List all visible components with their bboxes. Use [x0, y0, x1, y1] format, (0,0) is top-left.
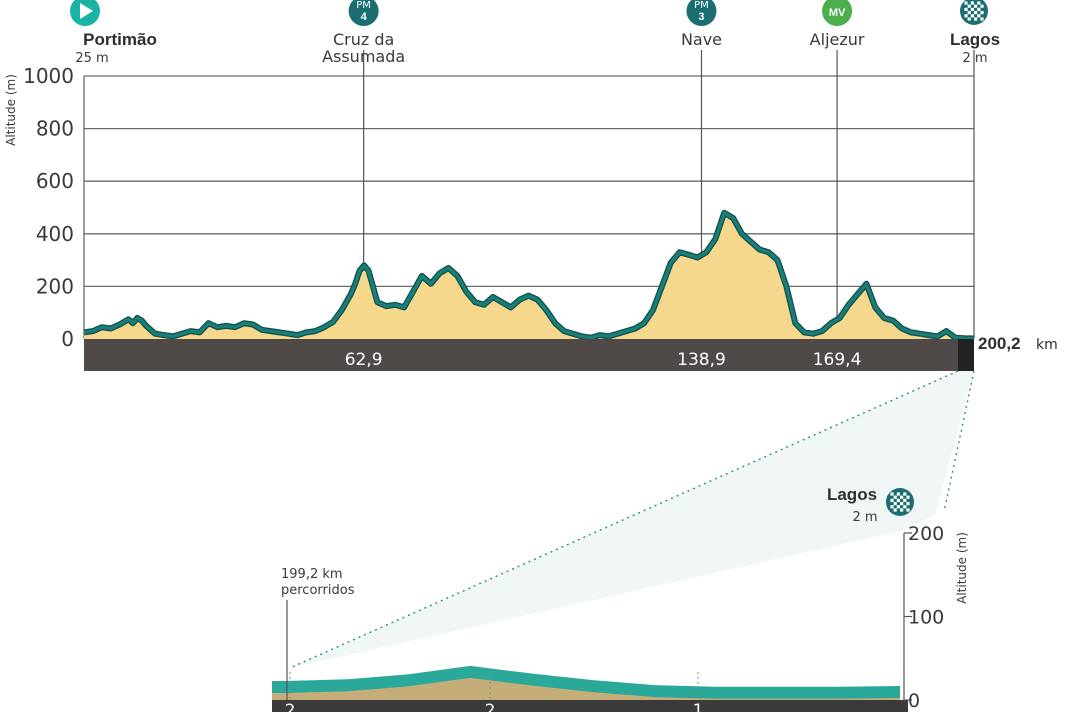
y-tick-label: 0	[61, 327, 74, 351]
checker-square	[964, 14, 968, 18]
checker-square	[977, 1, 981, 5]
inset-y-tick-label: 200	[908, 523, 944, 545]
checkered-flag-icon	[886, 488, 914, 516]
inset-y-tick-label: 0	[908, 690, 920, 712]
waypoint: Lagos 2 m	[950, 0, 1000, 66]
y-tick-label: 1000	[23, 64, 74, 88]
inset-km-label: 2	[285, 701, 296, 712]
inset-start-note: 199,2 km	[281, 567, 343, 582]
checker-square	[903, 505, 907, 509]
checker-square	[970, 1, 974, 5]
checker-square	[906, 508, 910, 512]
inset-y-tick-label: 100	[908, 607, 944, 629]
distance-label: 62,9	[345, 350, 383, 370]
waypoint: PM3 Nave	[681, 0, 722, 49]
checker-square	[967, 4, 971, 8]
elevation-line	[83, 211, 975, 341]
checker-square	[900, 495, 904, 499]
checker-square	[974, 17, 978, 21]
badge-type: PM	[694, 0, 709, 11]
y-axis-title: Altitude (m)	[4, 74, 18, 146]
checker-square	[977, 7, 981, 11]
checker-square	[974, 4, 978, 8]
waypoint-altitude: 25 m	[75, 51, 108, 66]
waypoint: MV Aljezur	[810, 0, 865, 49]
inset-y-axis-title: Altitude (m)	[955, 532, 969, 604]
y-tick-label: 400	[36, 222, 74, 246]
y-axis: 0 200 400 600 800 1000	[23, 64, 85, 351]
waypoint-name-line2: Assumada	[322, 47, 405, 66]
checkered-flag-icon	[960, 0, 988, 25]
waypoint-name: Cruz da	[333, 30, 394, 49]
distance-bar: 62,9 138,9 169,4 200,2 km	[84, 334, 1058, 371]
final-km-segment	[958, 339, 974, 371]
checker-square	[900, 502, 904, 506]
finish-distance: 200,2	[978, 334, 1021, 353]
checker-square	[900, 508, 904, 512]
climb-badge	[348, 0, 379, 26]
badge-category: 4	[361, 11, 368, 23]
elevation-profile	[83, 209, 975, 342]
checker-square	[967, 11, 971, 15]
play-icon	[80, 3, 93, 19]
checker-square	[980, 11, 984, 15]
checker-square	[977, 14, 981, 18]
checker-square	[896, 492, 900, 496]
checker-square	[893, 495, 897, 499]
checker-square	[964, 7, 968, 11]
checker-square	[896, 498, 900, 502]
checker-square	[893, 508, 897, 512]
checker-square	[974, 11, 978, 15]
inset-finish-altitude: 2 m	[852, 510, 877, 525]
checker-square	[890, 492, 894, 496]
checker-square	[970, 14, 974, 18]
y-tick-label: 800	[36, 117, 74, 141]
waypoint-name: Aljezur	[810, 30, 865, 49]
checker-square	[903, 492, 907, 496]
checker-square	[980, 17, 984, 21]
checker-square	[890, 505, 894, 509]
zoom-line-left	[289, 370, 959, 669]
checker-square	[964, 1, 968, 5]
checker-square	[893, 502, 897, 506]
zoom-line-right	[943, 370, 975, 513]
distance-bar-fill	[84, 339, 974, 371]
checker-square	[906, 495, 910, 499]
badge-category: 3	[698, 11, 704, 23]
checker-square	[970, 7, 974, 11]
checker-square	[903, 498, 907, 502]
sprint-badge	[822, 0, 853, 26]
badge-type: PM	[356, 0, 371, 11]
inset-km-label: 1	[693, 701, 704, 712]
checker-square	[890, 498, 894, 502]
waypoint-name: Lagos	[950, 30, 1000, 49]
distance-label: 169,4	[813, 350, 862, 370]
inset-start-note: percorridos	[281, 583, 355, 598]
checker-square	[906, 502, 910, 506]
inset-road-band	[272, 665, 900, 699]
waypoint: Portimão 25 m	[70, 0, 157, 66]
climb-badge	[686, 0, 717, 26]
inset-km-label: 2	[485, 701, 496, 712]
waypoint-altitude: 2 m	[962, 51, 987, 66]
checker-square	[967, 17, 971, 21]
zoom-projection	[290, 371, 974, 668]
distance-label: 138,9	[677, 350, 726, 370]
inset-finish-name: Lagos	[827, 485, 877, 504]
finish-distance-unit: km	[1036, 337, 1058, 353]
badge-type: MV	[829, 7, 846, 19]
waypoint-name: Nave	[681, 30, 722, 49]
y-tick-label: 200	[36, 274, 74, 298]
y-tick-label: 600	[36, 169, 74, 193]
checker-square	[896, 505, 900, 509]
inset-distance-bar	[272, 700, 908, 712]
checker-square	[980, 4, 984, 8]
waypoint-name: Portimão	[83, 30, 157, 49]
